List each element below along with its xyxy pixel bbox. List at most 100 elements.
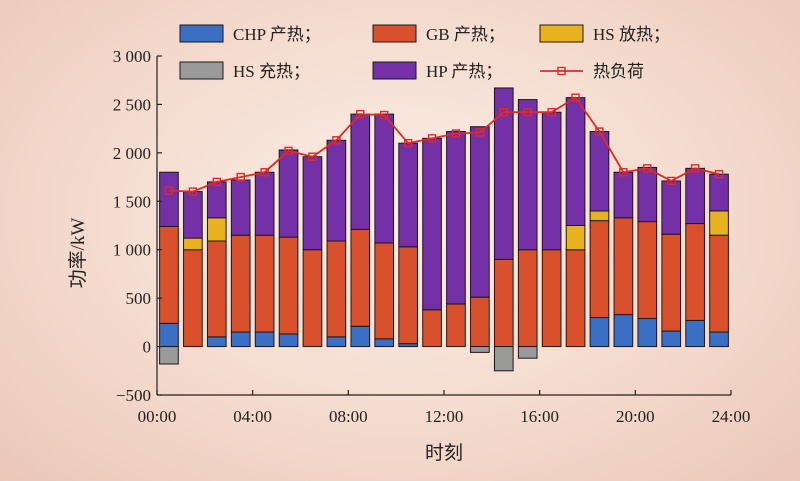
bar-segment xyxy=(374,338,395,348)
x-tick-label: 16:00 xyxy=(520,407,559,426)
bar-segment xyxy=(422,309,442,348)
bar-segment xyxy=(541,249,562,348)
bar-segment xyxy=(206,240,227,338)
bar-segment xyxy=(709,331,729,348)
bar-segment xyxy=(422,137,442,311)
load-line xyxy=(168,96,720,193)
load-marker xyxy=(212,177,221,187)
legend: CHP 产热； GB 产热； HS 放热； HS 充热； HP 产热； 热负荷 xyxy=(179,24,670,81)
bar-segment xyxy=(159,322,179,348)
bar-segment xyxy=(541,111,562,251)
load-marker xyxy=(643,164,652,173)
legend-label: HP 产热； xyxy=(426,62,502,81)
bar-segment xyxy=(206,217,227,242)
bar-segment xyxy=(565,97,586,226)
bar-segment xyxy=(470,296,490,348)
load-marker xyxy=(164,186,174,195)
bar-segment xyxy=(470,126,490,298)
load-marker xyxy=(380,110,389,120)
x-tick-label: 00:00 xyxy=(138,407,177,426)
load-line-layer xyxy=(164,93,724,196)
load-marker xyxy=(667,176,676,186)
legend-swatch xyxy=(372,24,417,43)
y-tick-label: 1 000 xyxy=(113,241,151,260)
bar-segment xyxy=(278,149,299,238)
legend-marker xyxy=(557,66,566,76)
x-tick-label: 08:00 xyxy=(329,407,368,426)
bar-segment xyxy=(589,210,610,222)
x-tick-label: 04:00 xyxy=(233,407,272,426)
bar-segment xyxy=(589,220,610,319)
x-tick-label: 24:00 xyxy=(712,407,751,426)
load-marker xyxy=(714,169,724,179)
load-marker xyxy=(475,128,485,137)
bar-segment xyxy=(613,314,634,348)
legend-swatch xyxy=(179,61,224,80)
y-tick-label: 0 xyxy=(143,338,152,357)
bar-segment xyxy=(565,225,586,251)
bar-segment xyxy=(493,258,514,348)
bar-segment xyxy=(661,330,682,348)
legend-label: HS 放热； xyxy=(593,25,670,44)
bar-segment xyxy=(302,249,323,348)
bar-segment xyxy=(517,346,538,359)
x-axis-title: 时刻 xyxy=(425,442,463,464)
bar-segment xyxy=(159,346,179,365)
load-marker xyxy=(523,107,532,117)
bar-segment xyxy=(230,179,251,236)
bar-segment xyxy=(470,346,490,353)
bar-segment xyxy=(254,331,275,348)
bar-segment xyxy=(637,221,658,319)
bar-segment xyxy=(254,234,275,333)
load-marker xyxy=(571,93,580,102)
bar-segment xyxy=(446,303,466,348)
bar-segment xyxy=(709,210,729,236)
bar-segment xyxy=(517,99,538,251)
bar-segment xyxy=(278,236,299,335)
bar-segment xyxy=(254,171,275,236)
bar-segment xyxy=(685,167,705,225)
bar-segment xyxy=(326,240,347,338)
legend-swatch xyxy=(179,24,224,43)
bar-segment xyxy=(517,249,538,348)
x-tick-label: 12:00 xyxy=(425,407,464,426)
load-marker xyxy=(451,129,461,138)
bar-segment xyxy=(374,242,395,340)
bar-segment xyxy=(637,166,658,223)
y-tick-label: 2 500 xyxy=(113,95,151,114)
bar-segment xyxy=(398,246,418,345)
x-tick-label: 20:00 xyxy=(616,407,655,426)
y-tick-label: 3 000 xyxy=(113,47,151,66)
y-tick-label: 2 000 xyxy=(113,144,151,163)
load-marker xyxy=(260,168,269,177)
load-marker xyxy=(308,152,317,161)
bar-segment xyxy=(326,336,347,348)
bar-segment xyxy=(661,233,682,332)
legend-swatch xyxy=(539,24,584,43)
bar-segment xyxy=(709,234,729,333)
load-marker xyxy=(595,127,604,136)
y-axis-title: 功率/kW xyxy=(67,218,89,289)
bar-segment xyxy=(709,173,729,212)
bar-segment xyxy=(493,87,514,260)
legend-label: CHP 产热； xyxy=(233,25,321,44)
bar-segment xyxy=(350,325,371,348)
bar-segment xyxy=(350,228,371,327)
bar-segment xyxy=(183,249,203,348)
bar-segment xyxy=(589,317,610,348)
y-tick-label: 1 500 xyxy=(113,192,151,211)
bar-segment xyxy=(350,113,371,230)
bar-segment xyxy=(183,237,203,251)
load-marker xyxy=(619,168,628,177)
legend-label: HS 充热； xyxy=(233,62,310,81)
bar-segment xyxy=(183,191,203,239)
legend-swatch xyxy=(372,61,417,80)
bar-segment xyxy=(613,217,634,316)
legend-label: GB 产热； xyxy=(426,25,505,44)
bar-segment xyxy=(374,113,395,244)
bar-segment xyxy=(230,331,251,348)
bar-segment xyxy=(159,225,179,324)
load-marker xyxy=(403,138,413,148)
load-marker xyxy=(356,109,365,119)
